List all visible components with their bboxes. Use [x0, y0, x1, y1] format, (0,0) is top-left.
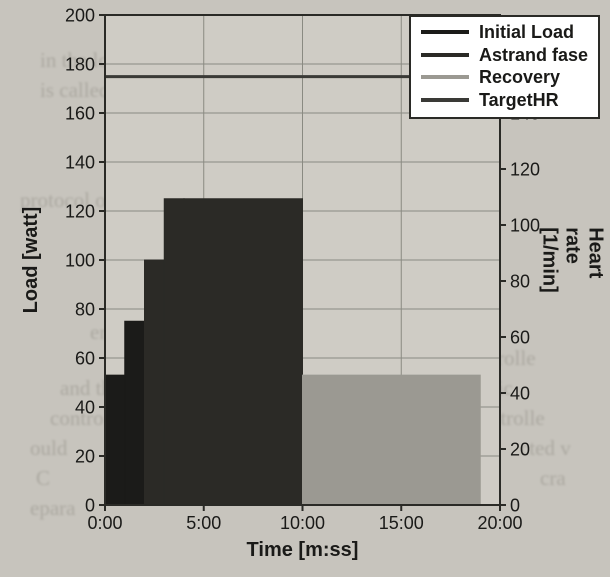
ticklabel-left: 180	[65, 54, 95, 74]
ticklabel-right: 100	[510, 215, 540, 235]
ticklabel-bottom: 15:00	[379, 513, 424, 533]
ticklabel-left: 200	[65, 5, 95, 25]
ticklabel-left: 140	[65, 152, 95, 172]
legend: Initial LoadAstrand faseRecoveryTargetHR	[409, 15, 600, 119]
legend-item: Recovery	[421, 66, 588, 89]
bar-astrand	[184, 199, 303, 505]
legend-label: Recovery	[479, 66, 560, 89]
ticklabel-right: 80	[510, 271, 530, 291]
ticklabel-right: 40	[510, 383, 530, 403]
ticklabel-left: 40	[75, 397, 95, 417]
ticklabel-bottom: 20:00	[477, 513, 522, 533]
ticklabel-bottom: 0:00	[87, 513, 122, 533]
ticklabel-right: 20	[510, 439, 530, 459]
ticklabel-right: 120	[510, 159, 540, 179]
ticklabel-bottom: 10:00	[280, 513, 325, 533]
ticklabel-left: 60	[75, 348, 95, 368]
legend-label: Astrand fase	[479, 44, 588, 67]
legend-swatch	[421, 75, 469, 79]
bar-recovery	[303, 375, 481, 505]
legend-label: TargetHR	[479, 89, 559, 112]
ticklabel-left: 160	[65, 103, 95, 123]
ticklabel-bottom: 5:00	[186, 513, 221, 533]
legend-item: Initial Load	[421, 21, 588, 44]
bar-initial	[105, 375, 125, 505]
legend-label: Initial Load	[479, 21, 574, 44]
ticklabel-left: 20	[75, 446, 95, 466]
ticklabel-right: 60	[510, 327, 530, 347]
y-axis-right-label: Heart rate [1/min]	[538, 227, 607, 293]
legend-swatch	[421, 98, 469, 102]
legend-swatch	[421, 53, 469, 57]
bar-initial	[125, 321, 145, 505]
legend-item: TargetHR	[421, 89, 588, 112]
legend-item: Astrand fase	[421, 44, 588, 67]
bar-astrand	[145, 260, 165, 505]
x-axis-label: Time [m:ss]	[105, 539, 500, 562]
y-axis-left-label: Load [watt]	[20, 207, 43, 314]
ticklabel-left: 120	[65, 201, 95, 221]
bar-astrand	[164, 199, 184, 505]
ticklabel-left: 80	[75, 299, 95, 319]
ticklabel-left: 100	[65, 250, 95, 270]
legend-swatch	[421, 30, 469, 34]
